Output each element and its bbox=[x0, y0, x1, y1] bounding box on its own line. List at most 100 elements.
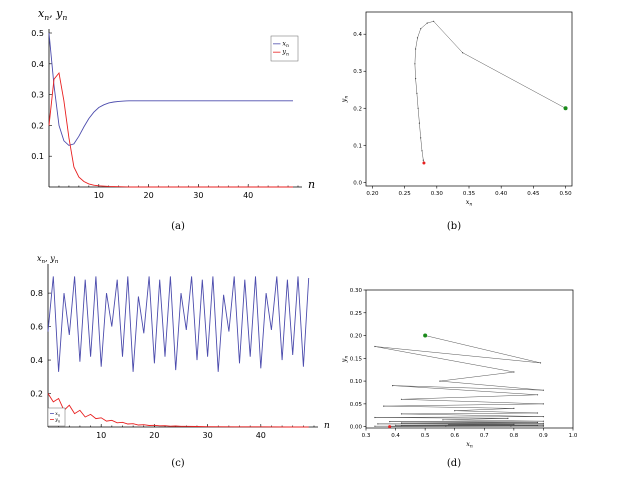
caption-a: (a) bbox=[171, 221, 185, 232]
y-axis-label: yn bbox=[340, 356, 350, 364]
plot-frame bbox=[365, 11, 573, 187]
trajectory-point bbox=[415, 48, 417, 50]
y-tick-label: 0.8 bbox=[30, 289, 43, 298]
x-tick-label: 20 bbox=[144, 191, 154, 200]
trajectory-point bbox=[542, 403, 545, 405]
y-tick-label: 0.3 bbox=[31, 91, 44, 100]
trajectory-point bbox=[510, 425, 512, 427]
x-tick-label: 0.50 bbox=[559, 191, 572, 197]
trajectory-point bbox=[377, 423, 379, 425]
caption-c: (c) bbox=[171, 458, 185, 469]
x-axis-label: xn bbox=[466, 198, 473, 208]
trajectory-point bbox=[536, 394, 539, 396]
x-tick-label: 30 bbox=[193, 191, 203, 200]
y-tick-label: 0.20 bbox=[350, 334, 363, 340]
y-axis-label: yn bbox=[340, 96, 350, 104]
trajectory-point bbox=[395, 424, 397, 426]
y-tick-label: 0.15 bbox=[350, 356, 363, 362]
y-tick-label: 0.1 bbox=[31, 152, 44, 161]
y-tick-label: 0.00 bbox=[350, 425, 363, 431]
x-tick-label: 0.9 bbox=[539, 433, 548, 439]
trajectory-point bbox=[416, 92, 418, 94]
x-tick-label: 20 bbox=[149, 431, 159, 440]
caption-b: (b) bbox=[447, 221, 461, 232]
x-tick-label: 0.7 bbox=[480, 433, 489, 439]
y-tick-label: 0.05 bbox=[350, 402, 363, 408]
trajectory-point bbox=[374, 425, 376, 427]
y-tick-label: 0.5 bbox=[31, 29, 44, 38]
trajectory-point bbox=[421, 150, 423, 152]
trajectory-point bbox=[417, 107, 419, 109]
legend-box bbox=[270, 35, 299, 62]
trajectory-line bbox=[414, 21, 566, 164]
trajectory-point bbox=[462, 52, 464, 54]
trajectory-point bbox=[448, 424, 450, 426]
trajectory-point bbox=[513, 407, 515, 409]
caption-d: (d) bbox=[447, 458, 461, 469]
chart-d: 0.3 0.4 0.5 0.6 0.7 0.8 0.9 1.0 0.00 0.05 0.10 0.15… bbox=[340, 288, 578, 469]
trajectory-point bbox=[542, 425, 545, 427]
y-tick-label: 0.4 bbox=[31, 60, 44, 69]
y-tick-label: 0.10 bbox=[350, 379, 363, 385]
trajectory-point bbox=[422, 159, 424, 161]
x-axis-label: n bbox=[308, 178, 315, 191]
trajectory-point bbox=[442, 419, 444, 421]
trajectory-point bbox=[513, 371, 515, 373]
x-tick-label: 0.8 bbox=[509, 433, 518, 439]
x-tick-label: 0.30 bbox=[431, 191, 444, 197]
legend-entry-xn: xn bbox=[55, 411, 61, 417]
trajectory-point bbox=[542, 424, 545, 426]
x-tick-label: 1.0 bbox=[569, 433, 578, 439]
x-tick-label: 40 bbox=[256, 431, 266, 440]
end-point bbox=[388, 425, 392, 429]
x-tick-label: 0.5 bbox=[421, 433, 430, 439]
x-axis-label: n bbox=[324, 421, 330, 431]
trajectory-point bbox=[389, 421, 391, 423]
trajectory-point bbox=[416, 37, 419, 39]
legend-entry-xn: xn bbox=[282, 39, 289, 49]
y-tick-label: 0.30 bbox=[350, 288, 363, 294]
trajectory-point bbox=[415, 78, 417, 80]
x-tick-label: 0.20 bbox=[366, 191, 379, 197]
trajectory-point bbox=[383, 405, 385, 407]
y-tick-label: 0.2 bbox=[30, 390, 43, 399]
chart-b: 0.20 0.25 0.30 0.35 0.40 0.45 0.50 0.0 0.1 0.2 0.3… bbox=[340, 11, 573, 232]
x-axis-label: xn bbox=[466, 440, 473, 450]
x-tick-label: 0.45 bbox=[527, 191, 540, 197]
y-tick-label: 0.6 bbox=[30, 323, 43, 332]
x-tick-label: 0.3 bbox=[362, 433, 371, 439]
trajectory-point bbox=[418, 122, 420, 124]
trajectory-point bbox=[542, 420, 545, 422]
x-tick-label: 40 bbox=[243, 191, 253, 200]
y-tick-label: 0.25 bbox=[350, 311, 363, 317]
trajectory-point bbox=[400, 422, 403, 424]
trajectory-point bbox=[507, 417, 509, 419]
x-tick-label: 0.25 bbox=[399, 191, 412, 197]
x-tick-label: 0.6 bbox=[450, 433, 459, 439]
trajectory-point bbox=[420, 137, 422, 139]
series-yn-line bbox=[47, 393, 309, 428]
trajectory-line bbox=[374, 335, 544, 427]
trajectory-point bbox=[374, 345, 376, 348]
series-xn-line bbox=[48, 32, 293, 146]
legend-entry-yn: yn bbox=[281, 48, 289, 58]
trajectory-point bbox=[513, 423, 515, 425]
trajectory-point bbox=[542, 416, 545, 418]
trajectory-point bbox=[433, 20, 435, 22]
legend-box bbox=[47, 407, 66, 427]
trajectory-point bbox=[374, 416, 376, 419]
y-tick-label: 0.4 bbox=[353, 32, 362, 38]
trajectory-point bbox=[536, 412, 539, 414]
trajectory-point bbox=[414, 63, 416, 65]
trajectory-point bbox=[539, 362, 542, 364]
trajectory-point bbox=[445, 425, 447, 427]
trajectory-point bbox=[542, 389, 545, 391]
y-tick-label: 0.1 bbox=[353, 143, 362, 149]
trajectory-point bbox=[392, 385, 394, 387]
y-axis-label: xn, yn bbox=[38, 7, 67, 22]
x-tick-label: 0.40 bbox=[495, 191, 508, 197]
trajectory-point bbox=[536, 424, 539, 426]
trajectory-point bbox=[400, 413, 403, 415]
y-tick-label: 0.0 bbox=[353, 180, 362, 186]
